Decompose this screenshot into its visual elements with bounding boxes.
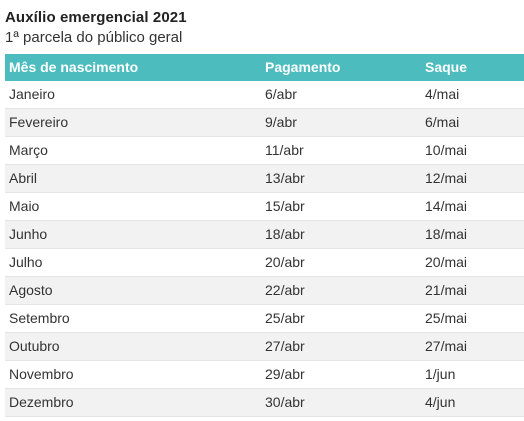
cell-withdrawal-date: 18/mai xyxy=(421,220,524,249)
table-row: Dezembro 30/abr 4/jun xyxy=(5,388,524,417)
cell-birth-month: Junho xyxy=(5,220,261,249)
table-row: Abril 13/abr 12/mai xyxy=(5,164,524,193)
cell-withdrawal-date: 10/mai xyxy=(421,136,524,165)
cell-withdrawal-date: 14/mai xyxy=(421,192,524,221)
header-row: Mês de nascimento Pagamento Saque xyxy=(5,54,524,81)
cell-payment-date: 9/abr xyxy=(261,108,421,137)
table-row: Março 11/abr 10/mai xyxy=(5,136,524,165)
cell-birth-month: Maio xyxy=(5,192,261,221)
cell-withdrawal-date: 27/mai xyxy=(421,332,524,361)
table-row: Julho 20/abr 20/mai xyxy=(5,248,524,277)
header-cell-withdrawal: Saque xyxy=(421,54,524,81)
cell-withdrawal-date: 1/jun xyxy=(421,360,524,389)
table-row: Maio 15/abr 14/mai xyxy=(5,192,524,221)
cell-payment-date: 29/abr xyxy=(261,360,421,389)
cell-payment-date: 25/abr xyxy=(261,304,421,333)
cell-birth-month: Julho xyxy=(5,248,261,277)
cell-payment-date: 18/abr xyxy=(261,220,421,249)
table-row: Junho 18/abr 18/mai xyxy=(5,220,524,249)
table-row: Janeiro 6/abr 4/mai xyxy=(5,81,524,109)
cell-payment-date: 20/abr xyxy=(261,248,421,277)
cell-payment-date: 15/abr xyxy=(261,192,421,221)
cell-birth-month: Março xyxy=(5,136,261,165)
cell-withdrawal-date: 20/mai xyxy=(421,248,524,277)
cell-payment-date: 6/abr xyxy=(261,81,421,109)
cell-birth-month: Novembro xyxy=(5,360,261,389)
header-cell-birth-month: Mês de nascimento xyxy=(5,54,261,81)
cell-birth-month: Outubro xyxy=(5,332,261,361)
table-row: Outubro 27/abr 27/mai xyxy=(5,332,524,361)
cell-birth-month: Agosto xyxy=(5,276,261,305)
chart-subtitle: 1ª parcela do público geral xyxy=(5,29,183,46)
table-body: Janeiro 6/abr 4/mai Fevereiro 9/abr 6/mai Març… xyxy=(5,81,524,417)
schedule-table: Mês de nascimento Pagamento Saque Janeir… xyxy=(5,54,524,417)
cell-payment-date: 13/abr xyxy=(261,164,421,193)
cell-withdrawal-date: 6/mai xyxy=(421,108,524,137)
cell-withdrawal-date: 4/mai xyxy=(421,81,524,109)
table-row: Fevereiro 9/abr 6/mai xyxy=(5,108,524,137)
table-row: Setembro 25/abr 25/mai xyxy=(5,304,524,333)
cell-payment-date: 27/abr xyxy=(261,332,421,361)
cell-withdrawal-date: 25/mai xyxy=(421,304,524,333)
cell-birth-month: Abril xyxy=(5,164,261,193)
cell-birth-month: Setembro xyxy=(5,304,261,333)
cell-withdrawal-date: 4/jun xyxy=(421,388,524,417)
cell-payment-date: 11/abr xyxy=(261,136,421,165)
cell-birth-month: Fevereiro xyxy=(5,108,261,137)
cell-payment-date: 22/abr xyxy=(261,276,421,305)
cell-birth-month: Janeiro xyxy=(5,81,261,109)
table-row: Novembro 29/abr 1/jun xyxy=(5,360,524,389)
table-header: Mês de nascimento Pagamento Saque xyxy=(5,54,524,81)
header-cell-payment: Pagamento xyxy=(261,54,421,81)
table-row: Agosto 22/abr 21/mai xyxy=(5,276,524,305)
cell-payment-date: 30/abr xyxy=(261,388,421,417)
cell-withdrawal-date: 12/mai xyxy=(421,164,524,193)
chart-title: Auxílio emergencial 2021 xyxy=(5,9,187,26)
cell-withdrawal-date: 21/mai xyxy=(421,276,524,305)
cell-birth-month: Dezembro xyxy=(5,388,261,417)
